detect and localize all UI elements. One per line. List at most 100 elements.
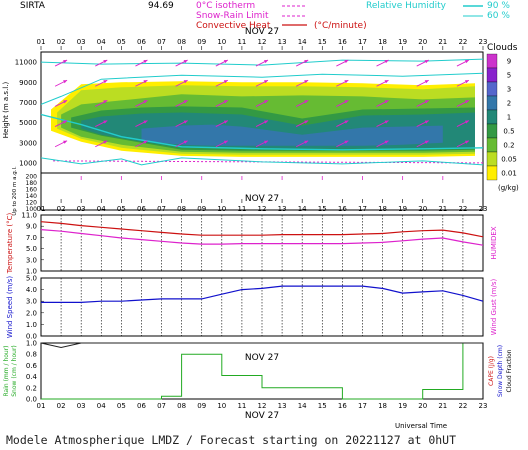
wind-y-label: Wind Speed (m/s)	[6, 276, 14, 339]
wind-arrow-10-3000	[215, 140, 229, 148]
wind-arrow-20-7000	[416, 100, 429, 107]
mid-hour-tick-21: 21	[438, 205, 447, 213]
wind-ytick-2.0: 2.0	[26, 309, 37, 317]
wind-arrow-20-9000	[416, 79, 429, 87]
bottom-hour-tick-18: 18	[378, 402, 387, 410]
rh-contour-3	[40, 113, 484, 151]
cloud-ytick-5000: 5000	[19, 119, 37, 127]
wind-arrow-20-5000	[416, 120, 429, 127]
top-hour-tick-18: 18	[378, 38, 387, 46]
top-hour-tick-17: 17	[358, 38, 367, 46]
top-hour-tick-21: 21	[438, 38, 447, 46]
wind-arrow-12-5000	[255, 120, 269, 127]
wind-arrow-10-11000	[215, 59, 229, 67]
cloud-ytick-1000: 1000	[19, 159, 37, 167]
temperature-ytick-9.0: 9.0	[26, 223, 37, 231]
wind-series-wind-speed	[41, 285, 484, 303]
wind-arrow-4-7000	[95, 100, 108, 107]
mid-hour-tick-04: 04	[97, 205, 106, 213]
mid-hour-tick-19: 19	[398, 205, 407, 213]
bottom-hour-axis: 01 02 03 04 05 06 07 08 09 10 11 12 13 14 15 16 17 18 19 20…	[37, 402, 488, 410]
wind-arrow-4-9000	[95, 79, 108, 87]
colorbar-swatch-3	[486, 81, 498, 97]
wind-ytick-5.0: 5.0	[26, 275, 37, 283]
wind-arrow-10-5000	[215, 120, 229, 127]
rh-contours	[40, 58, 484, 166]
bottom-hour-tick-02: 02	[57, 402, 66, 410]
temperature-ytick-3.0: 3.0	[26, 256, 37, 264]
legend-convective-unit: (°C/minute)	[314, 21, 367, 31]
precip-ytick-0.8: 0.8	[26, 351, 37, 359]
precip-ytick-0.0: 0.0	[26, 396, 37, 404]
wind-arrow-20-11000	[416, 59, 429, 67]
precip-ytick-0.2: 0.2	[26, 384, 37, 392]
mid-hour-tick-03: 03	[77, 205, 86, 213]
wind-arrow-4-11000	[95, 59, 108, 67]
legend-rh-label: Relative Humidity	[366, 1, 447, 11]
colorbar-title: Clouds	[487, 43, 518, 53]
wind-arrow-20-3000	[416, 140, 429, 148]
mid-hour-tick-01: 01	[37, 205, 46, 213]
bottom-hour-tick-14: 14	[298, 402, 307, 410]
wind-arrow-12-3000	[255, 140, 269, 148]
colorbar-label-2: 2	[507, 100, 511, 108]
wind-arrow-6-11000	[135, 59, 148, 67]
wind-arrow-10-9000	[215, 79, 229, 87]
bottom-hour-tick-01: 01	[37, 402, 46, 410]
colorbar-label-0.05: 0.05	[501, 156, 517, 164]
temperature-ytick-5.0: 5.0	[26, 245, 37, 253]
bottom-hour-tick-03: 03	[77, 402, 86, 410]
wind-arrow-4-3000	[95, 140, 108, 148]
mid-hour-tick-15: 15	[318, 205, 327, 213]
wind-arrow-16-11000	[336, 59, 349, 67]
bottom-hour-tick-10: 10	[217, 402, 226, 410]
rh-contour-4	[40, 157, 484, 166]
colorbar-swatch-9	[486, 53, 498, 69]
temperature-ytick-11.0: 11.0	[21, 212, 37, 220]
mid-hour-tick-06: 06	[137, 205, 146, 213]
top-hour-tick-12: 12	[258, 38, 267, 46]
colorbar-label-1: 1	[507, 114, 511, 122]
colorbar-swatch-0.2	[486, 137, 498, 153]
cloud-band-2	[141, 124, 443, 146]
top-hour-tick-09: 09	[197, 38, 206, 46]
mid-hour-tick-07: 07	[157, 205, 166, 213]
wind-arrow-14-9000	[295, 79, 309, 87]
wind-arrow-18-9000	[376, 79, 389, 87]
wind-arrow-16-9000	[336, 79, 349, 87]
wind-ytick-1.0: 1.0	[26, 321, 37, 329]
wind-arrow-18-3000	[376, 140, 389, 148]
temperature-ytick-1.0: 1.0	[26, 268, 37, 276]
bottom-hour-tick-12: 12	[258, 402, 267, 410]
bottom-hour-tick-11: 11	[237, 402, 246, 410]
cloud-y-axis: 11000 9000 7000 5000 3000 1000 200180160140120…	[15, 59, 37, 213]
mid-hour-tick-16: 16	[338, 205, 347, 213]
top-hour-tick-13: 13	[278, 38, 287, 46]
wind-arrow-16-5000	[336, 120, 349, 127]
top-hour-tick-02: 02	[57, 38, 66, 46]
wind-arrow-2-9000	[54, 79, 68, 87]
bottom-hour-tick-13: 13	[278, 402, 287, 410]
cloud-ytick-7000: 7000	[19, 99, 37, 107]
wind-arrows	[54, 59, 470, 148]
precip-ytick-0.6: 0.6	[26, 362, 38, 370]
precip-series-rain	[41, 342, 483, 400]
wind-ytick-0.0: 0.0	[26, 333, 37, 341]
wind-arrow-8-11000	[175, 59, 188, 67]
wind-arrow-4-5000	[95, 120, 108, 127]
temperature-ytick-7.0: 7.0	[26, 234, 37, 242]
colorbar-swatch-0.05	[486, 151, 498, 167]
top-hour-tick-20: 20	[418, 38, 427, 46]
top-hour-tick-14: 14	[298, 38, 307, 46]
low-ytick-100: 100	[26, 206, 38, 213]
wind-ytick-3.0: 3.0	[26, 298, 37, 306]
humidex-y-label: HUMIDEX	[490, 226, 498, 259]
bottom-hour-tick-09: 09	[197, 402, 206, 410]
snow-y-label: Snow (cm / hour)	[11, 345, 18, 397]
wind-arrow-6-7000	[135, 100, 148, 107]
bottom-hour-tick-06: 06	[137, 402, 146, 410]
snow-depth-y-label: Snow Depth (cm)	[497, 345, 504, 397]
wind-ytick-4.0: 4.0	[26, 286, 37, 294]
temperature-series-humidex	[40, 229, 484, 246]
colorbar-unit: (g/kg)	[498, 184, 519, 192]
